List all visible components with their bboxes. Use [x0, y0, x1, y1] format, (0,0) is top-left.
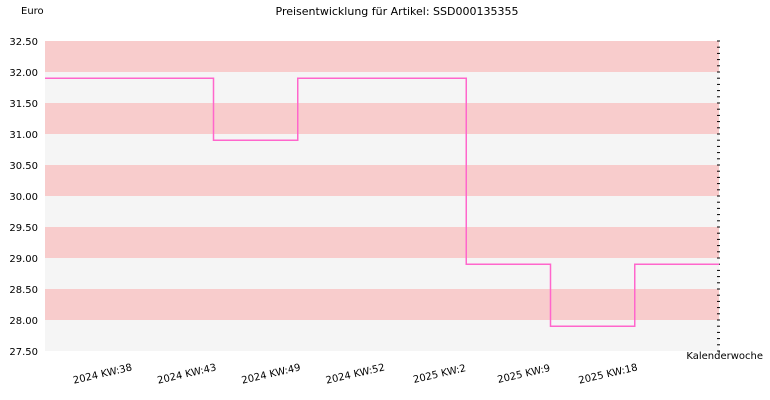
background-band: [45, 196, 719, 227]
x-tick-label: 2025 KW:9: [496, 363, 551, 386]
background-band: [45, 165, 719, 196]
y-tick-label: 30.50: [9, 161, 38, 172]
x-tick-label: 2025 KW:2: [412, 363, 467, 386]
x-tick-label: 2024 KW:38: [72, 362, 133, 386]
background-band: [45, 227, 719, 258]
x-axis-label: Kalenderwoche: [686, 351, 763, 362]
y-tick-label: 28.00: [9, 316, 38, 327]
y-tick-label: 29.50: [9, 223, 38, 234]
right-axis-ticks: [717, 40, 720, 352]
y-tick-label: 32.00: [9, 68, 38, 79]
x-axis-tick-labels: 2024 KW:38 2024 KW:43 2024 KW:49 2024 KW:52…: [72, 362, 639, 386]
price-series-line: [45, 77, 719, 327]
y-tick-label: 29.00: [9, 254, 38, 265]
background-band: [45, 134, 719, 165]
background-band: [45, 320, 719, 351]
background-band: [45, 289, 719, 320]
y-axis-tick-labels: 32.50 32.00 31.50 31.00 30.50 30.00 29.50 29.00…: [9, 37, 38, 358]
y-axis-label: Euro: [21, 6, 44, 17]
background-band: [45, 258, 719, 289]
y-tick-label: 28.50: [9, 285, 38, 296]
y-tick-label: 32.50: [9, 37, 38, 48]
y-tick-label: 31.50: [9, 99, 38, 110]
x-tick-label: 2024 KW:49: [241, 362, 302, 386]
y-tick-label: 27.50: [9, 347, 38, 358]
background-band: [45, 41, 719, 72]
background-band: [45, 72, 719, 103]
x-tick-label: 2025 KW:18: [578, 362, 639, 386]
y-tick-label: 31.00: [9, 130, 38, 141]
x-tick-label: 2024 KW:52: [325, 362, 386, 386]
chart-title: Preisentwicklung für Artikel: SSD0001353…: [276, 5, 519, 18]
x-tick-label: 2024 KW:43: [156, 362, 217, 386]
background-band: [45, 103, 719, 134]
y-tick-label: 30.00: [9, 192, 38, 203]
background-bands: [45, 41, 719, 351]
